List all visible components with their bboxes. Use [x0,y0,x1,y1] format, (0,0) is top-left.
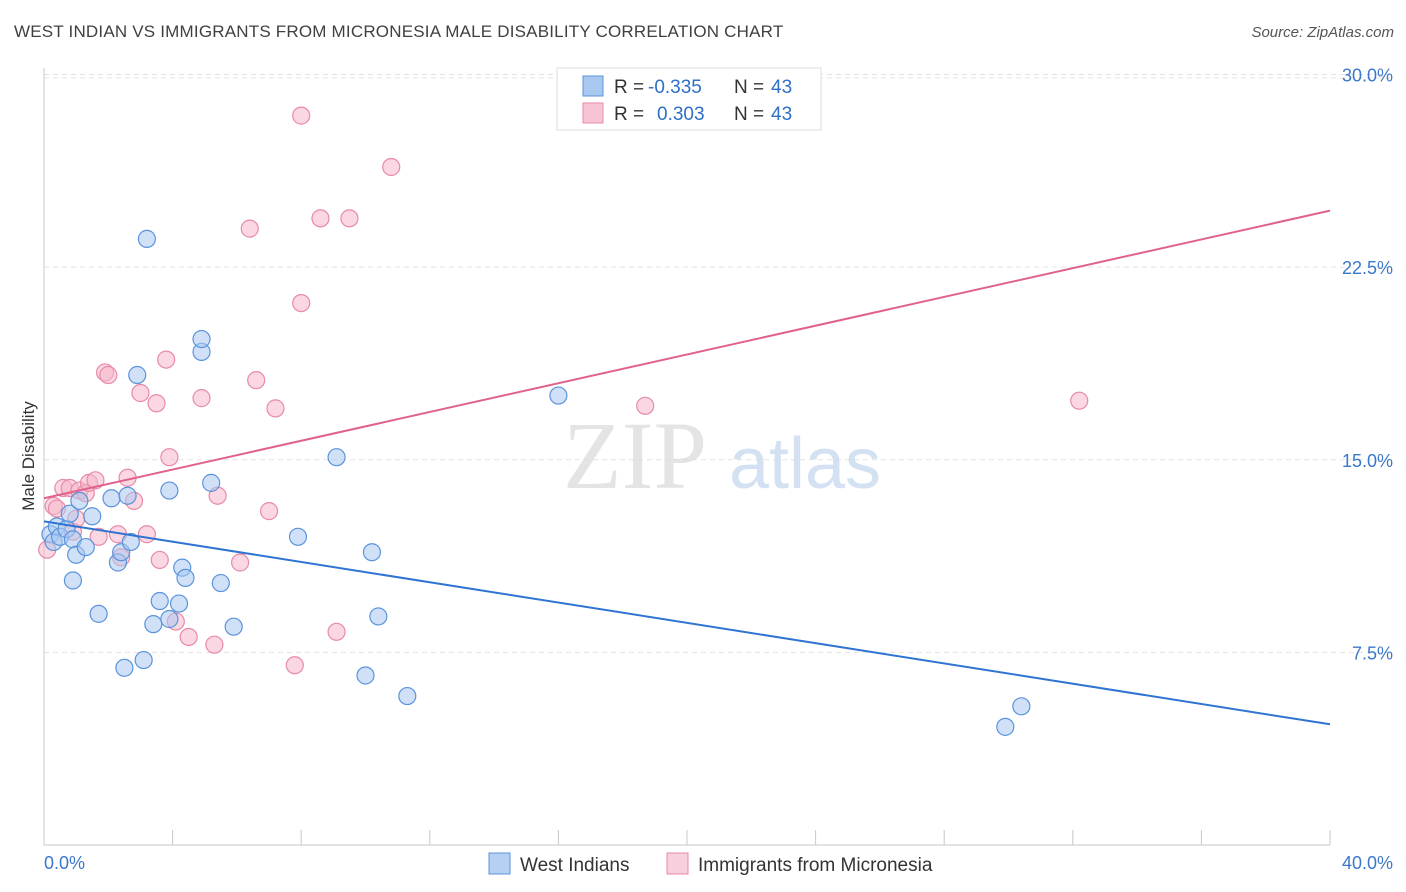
trend-lines [43,209,1331,726]
y-tick-label-2: 22.5% [1342,258,1393,278]
micronesia-point-26 [205,635,224,654]
west-indians-point-34 [327,448,346,467]
micronesia-point-20 [150,550,169,570]
source-label: Source: ZipAtlas.com [1251,24,1394,41]
series-west-indians-points [41,229,1031,736]
west-indians-point-24 [160,481,179,500]
west-indians-point-10 [83,507,102,526]
micronesia-point-31 [259,502,279,521]
micronesia-point-19 [137,525,156,544]
west-indians-point-23 [160,609,179,629]
bottom-legend-label-west-indians: West Indians [520,855,629,876]
y-tick-labels: 7.5% 15.0% 22.5% 30.0% [1342,66,1393,664]
west-indians-point-25 [169,594,189,613]
bottom-legend-swatch-blue [488,852,511,875]
west-indians-point-29 [192,329,211,349]
y-tick-label-3: 30.0% [1342,66,1393,86]
micronesia-point-22 [160,448,179,467]
bottom-legend-swatch-pink [666,852,689,875]
west-indians-point-8 [70,491,89,510]
west-indians-point-27 [176,568,195,588]
micronesia-point-10 [86,471,105,490]
west-indians-point-6 [60,504,79,523]
west-indians-point-31 [211,573,230,593]
west-indians-point-12 [63,571,83,590]
west-indians-point-11 [89,604,108,623]
west-indians-point-17 [121,532,140,552]
west-indians-trend-line [43,520,1331,726]
micronesia-point-35 [292,106,311,125]
micronesia-point-25 [192,389,211,408]
micronesia-point-39 [382,157,401,177]
micronesia-point-30 [247,371,266,390]
legend-r-value-1: -0.335 [648,77,702,98]
micronesia-point-24 [179,627,198,647]
west-indians-point-22 [150,591,169,611]
x-tick-label-min: 0.0% [44,853,85,873]
west-indians-point-40 [996,717,1015,736]
micronesia-point-29 [240,219,259,238]
west-indians-point-30 [202,473,221,492]
west-indians-point-37 [369,607,388,626]
west-indians-point-33 [288,527,308,546]
micronesia-point-32 [266,399,285,418]
west-indians-point-19 [134,650,153,670]
west-indians-point-41 [1012,697,1031,716]
micronesia-trend-line [43,209,1331,500]
chart-title: WEST INDIAN VS IMMIGRANTS FROM MICRONESI… [14,22,784,41]
x-tick-label-max: 40.0% [1342,853,1393,873]
west-indians-point-16 [118,486,137,505]
y-tick-label-0: 7.5% [1352,643,1393,663]
west-indians-point-42 [115,658,134,677]
legend-n-value-2: 43 [771,104,792,125]
west-indians-point-35 [356,666,375,685]
series-legend: West Indians Immigrants from Micronesia [488,852,933,876]
watermark-zip: ZIP [563,402,707,509]
micronesia-point-18 [131,383,150,403]
legend-r-label-1: R = [614,77,644,98]
micronesia-point-41 [1070,391,1089,410]
legend-n-label-2: N = [734,104,764,125]
micronesia-point-13 [99,365,118,385]
micronesia-point-36 [311,209,330,228]
legend-swatch-blue [582,75,604,97]
west-indians-point-39 [549,386,568,405]
watermark-atlas: atlas [729,424,881,504]
x-axis-ticks [43,830,1331,845]
legend-swatch-pink [582,102,604,124]
micronesia-point-40 [636,396,655,415]
west-indians-point-9 [76,537,95,557]
micronesia-point-11 [89,527,108,546]
west-indians-point-13 [102,489,121,508]
west-indians-point-20 [137,229,156,248]
west-indians-point-18 [128,365,147,385]
bottom-legend-label-micronesia: Immigrants from Micronesia [698,855,933,876]
y-axis-label: Male Disability [19,401,38,511]
legend-n-label-1: N = [734,77,764,98]
micronesia-point-38 [340,209,359,228]
micronesia-point-28 [231,553,250,572]
correlation-legend: R = -0.335 N = 43 R = 0.303 N = 43 [556,67,822,131]
micronesia-point-42 [147,394,166,413]
micronesia-point-37 [327,622,346,641]
west-indians-point-38 [398,686,417,706]
west-indians-point-36 [362,543,382,562]
legend-r-label-2: R = [614,104,644,125]
micronesia-point-34 [292,293,311,313]
west-indians-point-32 [224,617,243,636]
legend-r-value-2: 0.303 [657,104,705,125]
legend-n-value-1: 43 [771,77,792,98]
micronesia-point-21 [157,350,176,369]
y-tick-label-1: 15.0% [1342,451,1393,471]
west-indians-point-21 [144,615,163,634]
micronesia-point-33 [285,656,304,675]
